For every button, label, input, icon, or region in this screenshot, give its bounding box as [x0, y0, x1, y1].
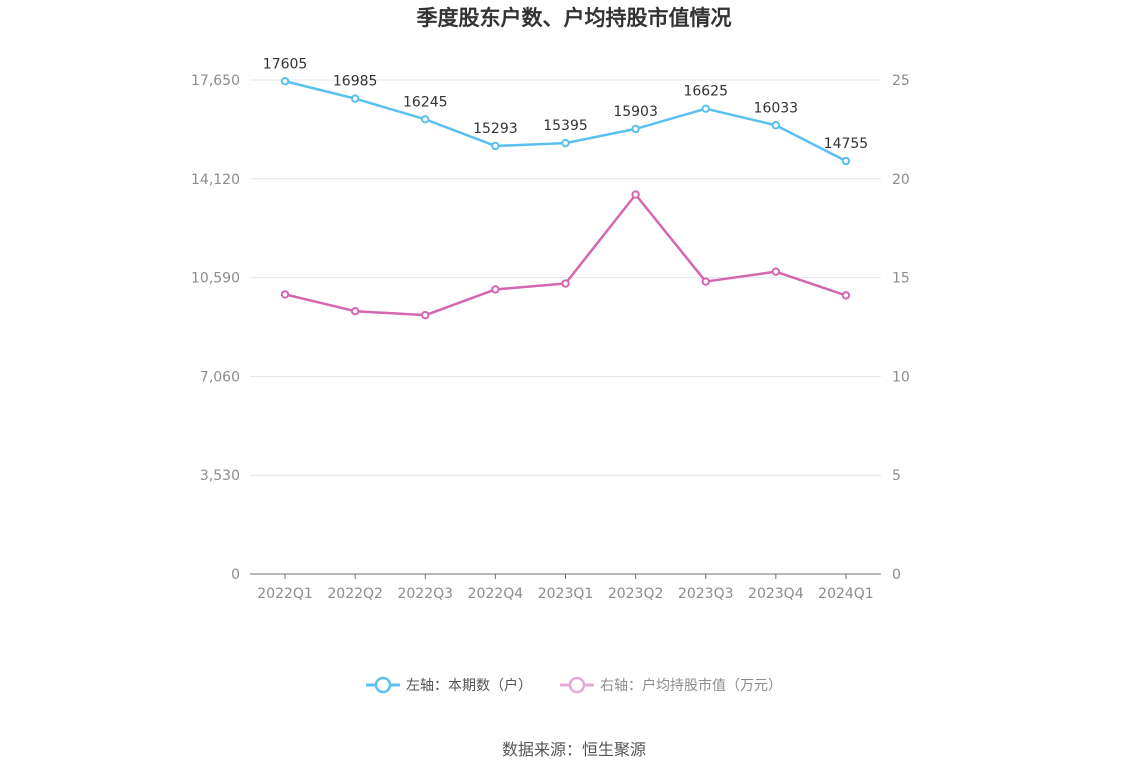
legend-item-1[interactable]: 左轴：本期数（户） — [366, 676, 532, 694]
left-axis-tick-label: 17,650 — [191, 73, 240, 89]
x-axis-tick-label: 2023Q1 — [538, 586, 594, 602]
data-label: 15903 — [613, 104, 658, 120]
data-label: 17605 — [263, 56, 308, 72]
right-axis-tick-label: 0 — [892, 567, 901, 583]
series-1-point[interactable] — [771, 121, 781, 130]
right-axis-tick-label: 10 — [892, 369, 910, 385]
legend-marker-icon — [568, 676, 586, 694]
legend-label: 右轴：户均持股市值（万元） — [600, 677, 782, 694]
series-2-point[interactable] — [561, 279, 570, 288]
axes: 0 3,530 7,060 10,590 14,120 17,650 0 5 10 15 20 25 2… — [191, 73, 910, 602]
series-line-2 — [284, 193, 847, 317]
legend[interactable]: 左轴：本期数（户） 右轴：户均持股市值（万元） — [366, 676, 782, 694]
x-axis-tick-label: 2022Q2 — [327, 586, 383, 602]
series-1-point[interactable] — [421, 115, 430, 124]
x-axis-tick-label: 2023Q4 — [748, 586, 804, 602]
series-1-point[interactable] — [280, 77, 290, 86]
x-axis-tick-label: 2024Q1 — [818, 586, 874, 602]
x-axis-tick-label: 2023Q3 — [678, 586, 734, 602]
series-2-point[interactable] — [631, 190, 640, 199]
x-axis-tick-label: 2022Q3 — [397, 586, 453, 602]
series-2-point[interactable] — [421, 310, 430, 320]
left-axis-tick-label: 0 — [231, 567, 240, 583]
series-layer — [280, 77, 851, 320]
x-axis-tick-label: 2022Q1 — [257, 586, 313, 602]
legend-marker-icon — [374, 676, 392, 694]
data-label: 14755 — [824, 136, 869, 152]
series-2-point[interactable] — [701, 277, 710, 286]
data-source: 数据来源：恒生聚源 — [502, 740, 646, 759]
data-label: 15395 — [543, 118, 588, 134]
right-axis-tick-label: 20 — [892, 172, 910, 188]
legend-item-2[interactable]: 右轴：户均持股市值（万元） — [560, 676, 782, 694]
series-2-point[interactable] — [841, 291, 851, 300]
legend-label: 左轴：本期数（户） — [406, 677, 532, 694]
series-1-point[interactable] — [491, 141, 500, 151]
series-1-point[interactable] — [841, 156, 851, 166]
series-1-point[interactable] — [350, 94, 360, 103]
chart-title: 季度股东户数、户均持股市值情况 — [417, 6, 732, 30]
right-axis-tick-label: 25 — [892, 73, 910, 89]
x-axis-tick-label: 2022Q4 — [468, 586, 524, 602]
data-label: 16033 — [754, 100, 799, 116]
left-axis-tick-label: 10,590 — [191, 271, 240, 287]
series-1-point[interactable] — [561, 138, 570, 148]
data-label: 16245 — [403, 94, 448, 110]
series-2-point[interactable] — [280, 290, 290, 299]
series-1-point[interactable] — [631, 124, 640, 134]
series-1-point[interactable] — [701, 104, 710, 113]
data-label: 15293 — [473, 121, 518, 137]
series-2-point[interactable] — [350, 306, 360, 316]
data-label: 16625 — [683, 84, 728, 100]
data-labels: 17605 16985 16245 15293 15395 15903 16625 16033… — [263, 56, 868, 152]
right-axis-tick-label: 15 — [892, 271, 910, 287]
grid — [250, 79, 881, 476]
left-axis-tick-label: 14,120 — [191, 172, 240, 188]
left-axis-tick-label: 7,060 — [200, 369, 240, 385]
data-label: 16985 — [333, 74, 378, 90]
right-axis-tick-label: 5 — [892, 468, 901, 484]
x-axis-tick-label: 2023Q2 — [608, 586, 664, 602]
series-2-point[interactable] — [771, 267, 781, 276]
left-axis-tick-label: 3,530 — [200, 468, 240, 484]
series-2-point[interactable] — [491, 285, 500, 294]
